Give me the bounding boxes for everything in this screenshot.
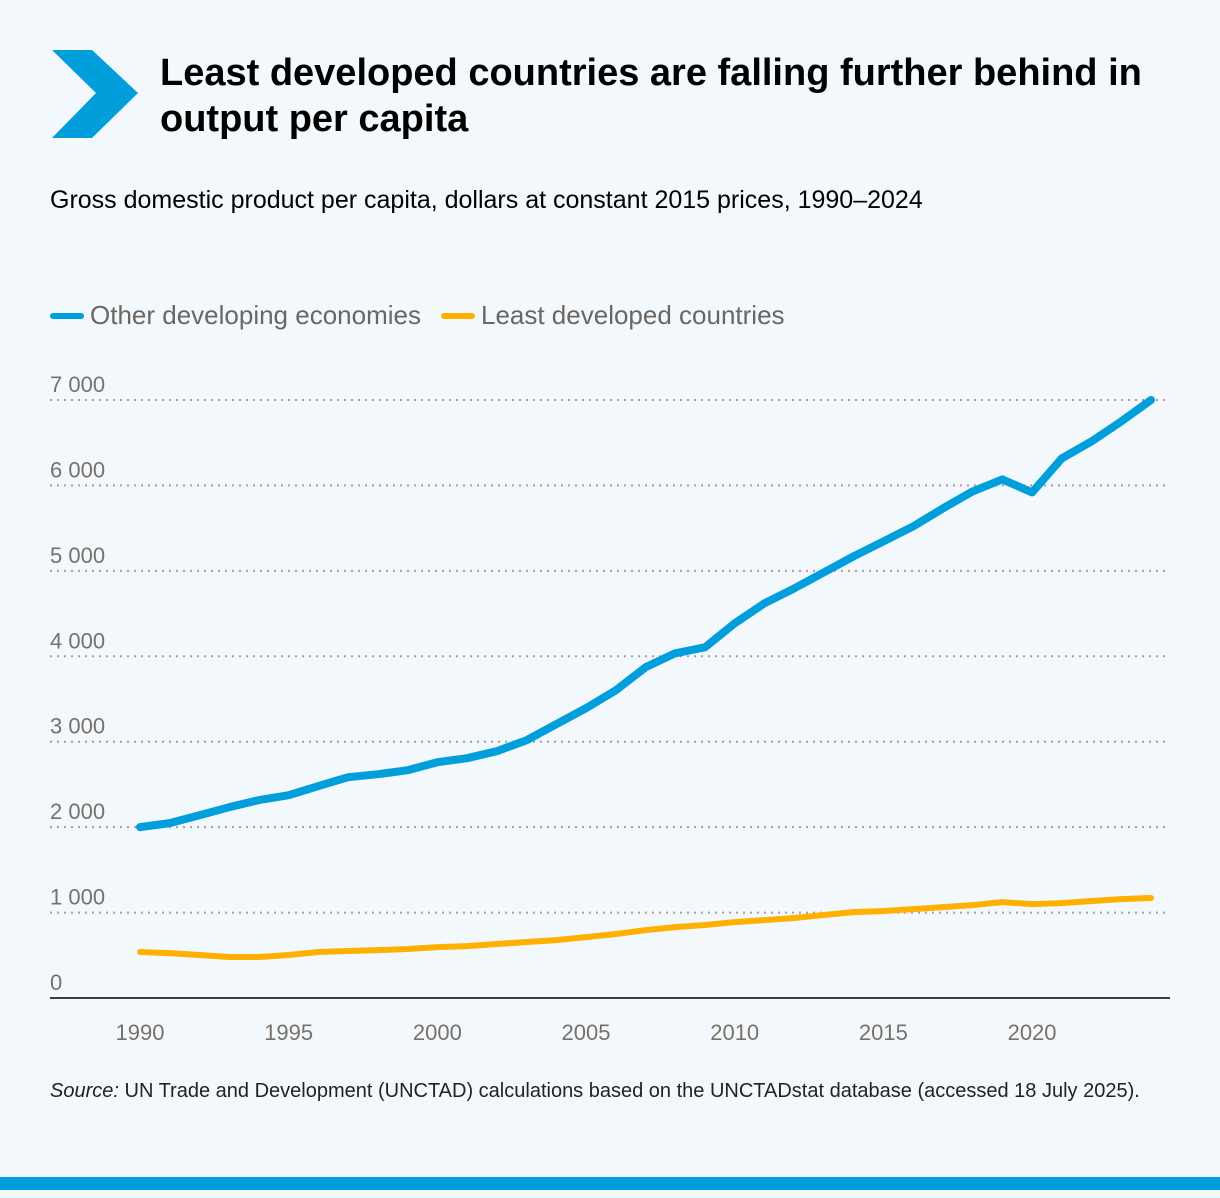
- series-line-other-developing: [136, 396, 1155, 832]
- legend-swatch: [440, 312, 475, 319]
- source-note: Source: UN Trade and Development (UNCTAD…: [50, 1078, 1180, 1105]
- source-label: Source:: [50, 1080, 119, 1102]
- x-tick-label: 2000: [413, 1020, 462, 1045]
- legend-swatch: [50, 312, 84, 319]
- legend-item-other: Other developing economies: [50, 300, 421, 331]
- source-text: UN Trade and Development (UNCTAD) calcul…: [118, 1080, 1140, 1102]
- series-line-least-developed: [137, 895, 1154, 960]
- x-tick-label: 2020: [1008, 1020, 1057, 1045]
- chart-subtitle: Gross domestic product per capita, dolla…: [50, 186, 923, 214]
- y-tick-label: 7 000: [50, 372, 105, 397]
- legend-item-ldc: Least developed countries: [440, 300, 785, 331]
- y-tick-label: 3 000: [50, 714, 105, 739]
- y-tick-label: 2 000: [50, 799, 105, 824]
- legend: Other developing economies Least develop…: [50, 300, 785, 331]
- y-tick-label: 0: [50, 970, 62, 995]
- legend-label: Other developing economies: [90, 300, 421, 330]
- y-tick-label: 4 000: [50, 628, 105, 653]
- line-chart: 0 1 000 2 000 3 000 4 000 5 000 6 000 7 000 1990…: [50, 372, 1170, 1045]
- chevron-right-icon: [52, 50, 138, 138]
- x-tick-label: 1995: [264, 1020, 313, 1045]
- x-tick-label: 2005: [562, 1020, 611, 1045]
- y-tick-label: 1 000: [50, 885, 105, 910]
- y-tick-label: 5 000: [50, 543, 105, 568]
- x-tick-label: 2015: [859, 1020, 908, 1045]
- x-tick-label: 2010: [710, 1020, 759, 1045]
- y-tick-label: 6 000: [50, 457, 105, 482]
- legend-label: Least developed countries: [480, 300, 785, 330]
- x-tick-label: 1990: [116, 1020, 165, 1045]
- bottom-accent-bar: [0, 1177, 1220, 1190]
- chart-title: Least developed countries are falling fu…: [160, 52, 1142, 140]
